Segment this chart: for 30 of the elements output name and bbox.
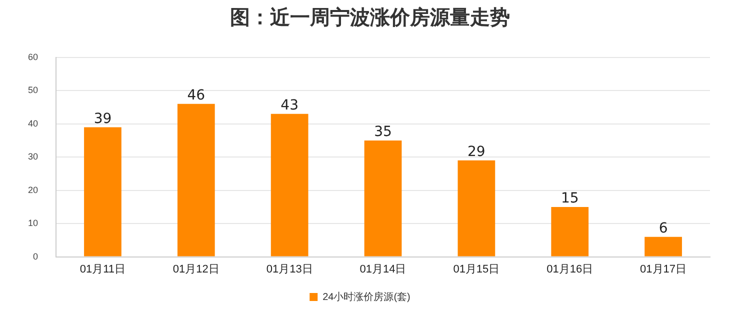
y-tick-label: 0 [32, 251, 38, 262]
bar [270, 114, 308, 256]
data-label: 39 [94, 110, 112, 127]
legend-label: 24小时涨价房源(套) [322, 290, 410, 303]
bar [551, 206, 589, 256]
y-tick-label: 60 [28, 52, 38, 62]
bar [177, 104, 215, 256]
data-label: 35 [374, 124, 392, 140]
y-tick-label: 20 [28, 184, 38, 195]
y-tick-label: 10 [28, 218, 38, 228]
bar [458, 160, 496, 256]
x-tick-label: 01月14日 [360, 263, 406, 276]
bar [644, 236, 682, 256]
data-label: 29 [468, 144, 486, 160]
bar [84, 127, 122, 256]
data-label: 6 [658, 220, 668, 236]
x-tick-label: 01月17日 [640, 263, 687, 276]
x-tick-label: 01月11日 [80, 263, 126, 276]
y-tick-label: 50 [28, 85, 38, 96]
y-tick-label: 30 [28, 152, 38, 162]
y-tick-label: 40 [28, 118, 38, 128]
chart-title: 图：近一周宁波涨价房源量走势 [229, 4, 511, 31]
x-tick-label: 01月15日 [453, 263, 500, 276]
data-label: 15 [560, 190, 579, 207]
x-tick-label: 01月12日 [172, 263, 220, 276]
data-label: 46 [187, 88, 206, 104]
data-label: 43 [280, 98, 298, 114]
x-tick-label: 01月16日 [546, 263, 594, 276]
bar [364, 140, 402, 256]
x-tick-label: 01月13日 [266, 263, 313, 276]
